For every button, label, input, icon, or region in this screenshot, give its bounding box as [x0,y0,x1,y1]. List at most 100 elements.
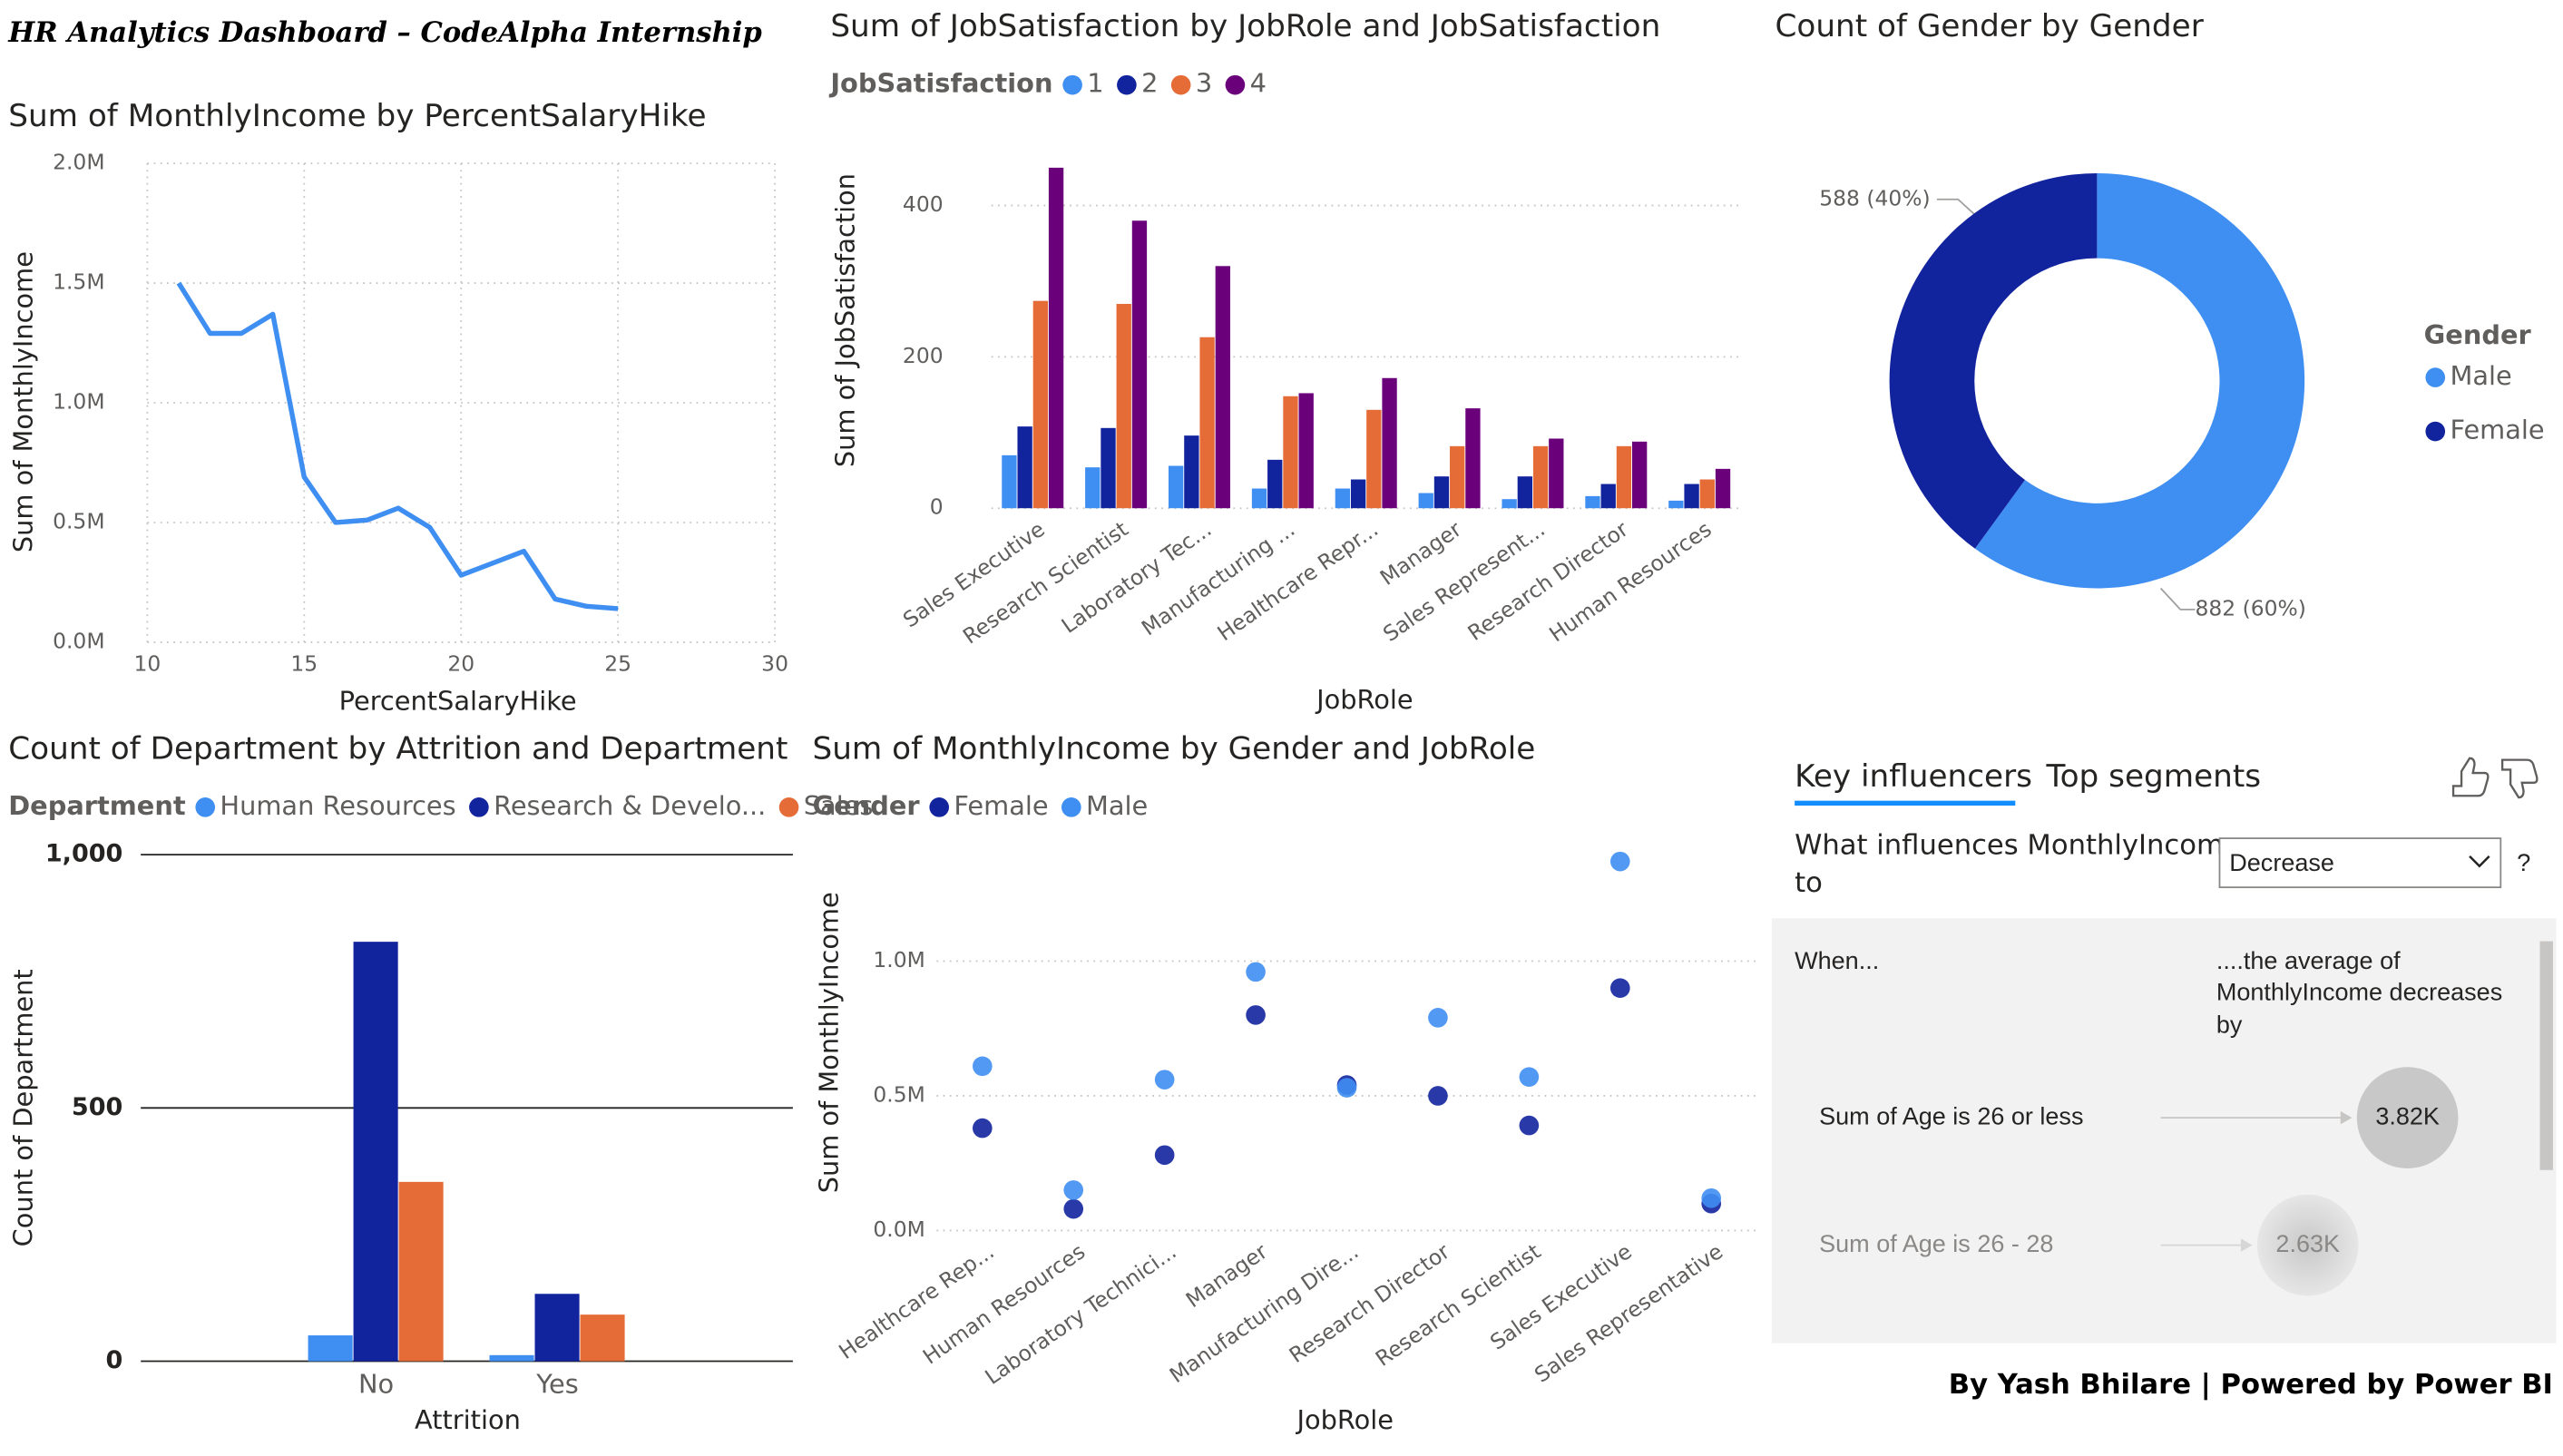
legend-marker [195,797,216,817]
bar [1283,396,1298,509]
y-tick-label: 0.0M [873,1217,924,1242]
influencer-label[interactable]: Sum of Age is 26 - 28 [1819,1230,2053,1257]
bar [1418,493,1433,509]
legend-marker [1225,74,1246,95]
bar [1549,438,1564,509]
bar [1017,426,1032,509]
bar [534,1294,580,1362]
bar [1085,467,1101,509]
bar [353,942,398,1362]
y-tick-label: 0.5M [873,1081,924,1107]
legend-marker [469,797,489,817]
bar [1433,476,1450,509]
y-tick-label: 200 [903,343,944,368]
bar [1450,445,1465,509]
x-tick-label: 15 [290,651,318,677]
y-tick-label: 500 [72,1093,122,1121]
bar [1532,445,1549,509]
data-label: 588 (40%) [1819,185,1930,210]
leader-line [2159,587,2196,611]
help[interactable]: ? [2517,849,2530,876]
legend-marker [1061,797,1081,817]
legend-label: 3 [1196,68,1212,99]
legend-label: Human Resources [220,790,455,821]
x-tick-label: Research Director [1285,1238,1454,1368]
x-tick-label: 20 [447,651,474,677]
bar [1298,393,1314,509]
y-tick-label: 1,000 [45,840,122,868]
x-axis-title: JobRole [1315,684,1414,715]
y-tick-label: 400 [903,191,944,217]
y-tick-label: 2.0M [53,150,104,175]
tab[interactable]: Top segments [2046,758,2262,795]
x-tick-label: Research Scientist [1371,1238,1545,1371]
bar [1048,167,1064,509]
point [973,1056,993,1077]
x-axis-title: JobRole [1296,1404,1394,1435]
legend-marker [778,797,799,817]
point [1336,1078,1357,1098]
chart-title: Count of Gender by Gender [1776,8,2205,44]
x-tick-label: 30 [761,651,788,677]
legend-marker [1062,74,1082,95]
bar [1168,465,1184,509]
legend-title: Gender [813,790,921,821]
bar [1684,484,1699,509]
dashboard-title: HR Analytics Dashboard – CodeAlpha Inter… [7,16,762,49]
point [1519,1067,1540,1087]
bar [1600,484,1616,509]
column-header: MonthlyIncome decreases [2216,978,2502,1005]
dropdown[interactable] [2218,837,2502,889]
legend-marker [929,797,950,817]
y-tick-label: 1.0M [873,947,924,972]
legend-label: Female [954,790,1048,821]
y-tick-label: 1.0M [53,389,104,415]
tab[interactable]: Key influencers [1795,758,2032,795]
bar [1585,495,1600,509]
point [1519,1115,1540,1136]
column-header: ....the average of [2216,947,2401,974]
scrollbar[interactable] [2539,941,2553,1170]
influencer-value: 2.63K [2275,1230,2340,1257]
thumbs-up[interactable] [2451,757,2490,797]
x-tick-label: Healthcare Rep... [834,1238,998,1364]
bar [1632,441,1648,509]
y-tick-label: 0.0M [53,628,104,653]
legend-title: JobSatisfaction [828,68,1052,99]
line [176,281,619,611]
bar [1032,300,1049,509]
dropdown-arrow [2469,855,2490,868]
bar [1335,488,1351,509]
bar [1699,479,1715,509]
legend-label: 1 [1087,68,1103,99]
bar [1215,266,1230,509]
bar [1502,499,1517,509]
legend-label: 2 [1141,68,1158,99]
dropdown-value: Decrease [2229,849,2334,876]
bar [1184,435,1199,509]
point [973,1118,993,1138]
point [1609,978,1630,999]
influencer-label[interactable]: Sum of Age is 26 or less [1819,1102,2083,1129]
legend-marker [2425,421,2446,442]
x-tick-label: Human Resources [918,1238,1090,1369]
column-header: by [2216,1011,2243,1038]
tab-underline [1795,800,2016,806]
y-axis-title: Sum of MonthlyIncome [7,251,38,552]
question: to [1795,867,1823,899]
point [1154,1070,1175,1090]
point [1246,1005,1266,1025]
bar [398,1181,444,1362]
thumbs-down[interactable] [2500,758,2539,799]
legend-label: Female [2450,415,2544,445]
question: What influences MonthlyIncome [1795,830,2241,862]
y-tick-label: 0.5M [53,508,104,533]
influencer-bubble [2256,1194,2359,1296]
x-tick-label: 10 [133,651,161,677]
legend-label: Male [1086,790,1148,821]
bar [1116,304,1131,509]
bar [580,1314,625,1362]
chart-title: Count of Department by Attrition and Dep… [8,730,787,767]
chart-title: Sum of MonthlyIncome by Gender and JobRo… [813,730,1536,767]
y-tick-label: 0 [106,1346,123,1374]
